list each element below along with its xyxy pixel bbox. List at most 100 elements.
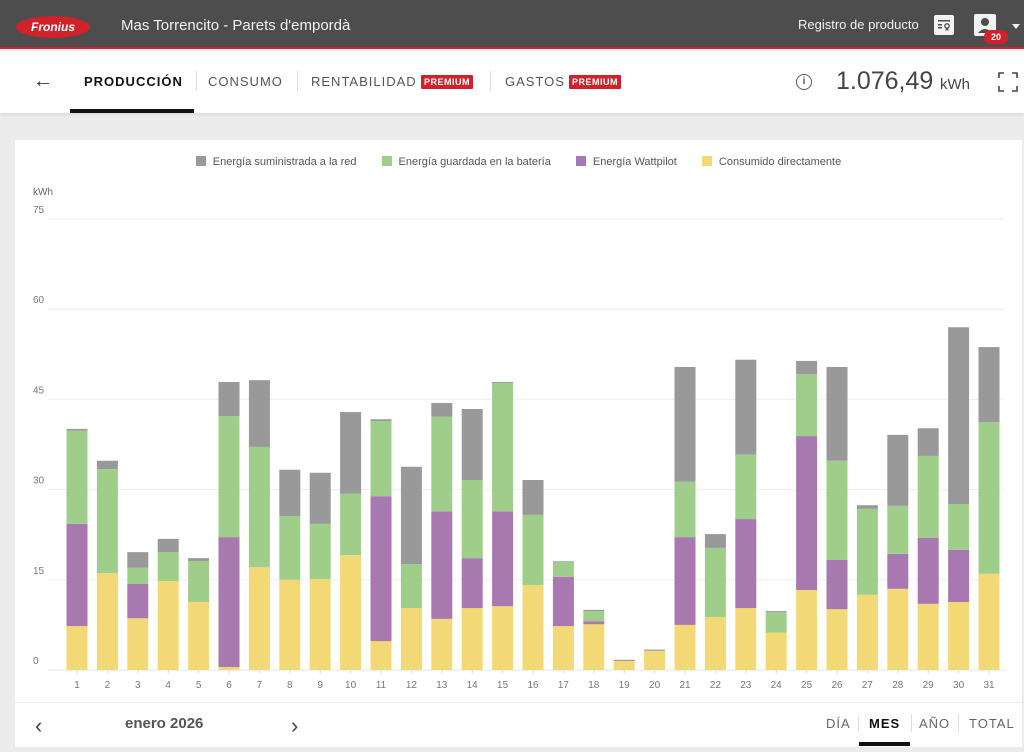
bar-segment[interactable] [552,561,574,577]
bar-segment[interactable] [127,567,149,585]
bar-segment[interactable] [552,561,574,562]
bar-segment[interactable] [218,381,240,417]
bar-segment[interactable] [340,555,362,670]
tab-produccion[interactable]: PRODUCCIÓN [84,74,183,89]
bar-segment[interactable] [461,558,483,609]
bar-segment[interactable] [735,454,757,520]
bar-segment[interactable] [796,590,818,670]
tab-rentabilidad[interactable]: RENTABILIDAD [311,74,417,89]
bar-segment[interactable] [370,496,392,642]
bar-segment[interactable] [948,504,970,550]
bar-segment[interactable] [796,374,818,437]
legend-item-battery[interactable]: Energía guardada en la batería [381,156,551,168]
bar-segment[interactable] [887,588,909,670]
site-title[interactable]: Mas Torrencito - Parets d'empordà [121,17,351,34]
bar-segment[interactable] [887,505,909,554]
bar-segment[interactable] [218,416,240,538]
bar-segment[interactable] [674,366,696,482]
bar-segment[interactable] [309,523,331,580]
bar-segment[interactable] [765,612,787,633]
bar-segment[interactable] [492,511,514,607]
bar-segment[interactable] [127,584,149,619]
bar-segment[interactable] [674,481,696,538]
bar-segment[interactable] [279,516,301,580]
legend-item-direct[interactable]: Consumido directamente [701,156,841,168]
bar-segment[interactable] [948,602,970,670]
bar-segment[interactable] [188,558,210,562]
bar-segment[interactable] [431,511,453,619]
bar-segment[interactable] [66,523,88,627]
bar-segment[interactable] [613,660,635,670]
bar-segment[interactable] [917,428,939,456]
legend-item-grid[interactable]: Energía suministrada a la red [195,156,356,168]
bar-segment[interactable] [461,608,483,670]
bar-segment[interactable] [948,549,970,603]
bar-segment[interactable] [796,436,818,591]
bar-segment[interactable] [431,403,453,417]
bar-segment[interactable] [188,561,210,603]
chevron-right-icon[interactable]: › [291,713,299,738]
bar-segment[interactable] [522,479,544,515]
period-tab-mes[interactable]: MES [869,716,901,731]
tab-consumo[interactable]: CONSUMO [208,74,283,89]
bar-segment[interactable] [431,416,453,512]
bar-segment[interactable] [735,519,757,609]
bar-segment[interactable] [978,347,1000,423]
bar-segment[interactable] [309,472,331,524]
bar-segment[interactable] [218,666,240,670]
bar-segment[interactable] [887,434,909,506]
bar-segment[interactable] [522,585,544,670]
bar-segment[interactable] [157,538,179,553]
bar-segment[interactable] [188,602,210,670]
bar-segment[interactable] [613,659,635,661]
bar-segment[interactable] [461,409,483,480]
bar-segment[interactable] [674,624,696,670]
bar-segment[interactable] [856,508,878,595]
bar-segment[interactable] [127,552,149,568]
bar-segment[interactable] [917,537,939,604]
info-icon[interactable]: i [796,74,812,90]
bar-segment[interactable] [583,624,605,670]
bar-segment[interactable] [704,547,726,618]
bar-segment[interactable] [492,381,514,384]
bar-segment[interactable] [765,611,787,613]
bar-segment[interactable] [279,579,301,670]
period-tab-ano[interactable]: AÑO [919,716,951,731]
bar-segment[interactable] [370,421,392,497]
tab-gastos[interactable]: GASTOS [505,74,565,89]
bar-segment[interactable] [309,579,331,670]
bar-segment[interactable] [370,419,392,422]
bar-segment[interactable] [96,573,118,670]
bar-segment[interactable] [704,617,726,670]
bar-segment[interactable] [704,534,726,548]
bar-segment[interactable] [826,609,848,670]
chevron-down-icon[interactable] [1012,24,1020,29]
bar-segment[interactable] [917,455,939,538]
bar-segment[interactable] [248,446,270,568]
bar-segment[interactable] [948,327,970,505]
bar-segment[interactable] [279,469,301,517]
bar-segment[interactable] [826,559,848,610]
bar-segment[interactable] [583,621,605,625]
chevron-left-icon[interactable]: ‹ [35,713,43,738]
bar-segment[interactable] [552,576,574,627]
bar-segment[interactable] [218,537,240,667]
bar-segment[interactable] [826,366,848,461]
fullscreen-icon[interactable] [998,72,1018,92]
legend-item-wattpilot[interactable]: Energía Wattpilot [575,156,677,168]
bar-segment[interactable] [917,603,939,670]
bar-segment[interactable] [826,460,848,560]
bar-segment[interactable] [157,581,179,670]
bar-segment[interactable] [583,609,605,612]
bar-segment[interactable] [248,567,270,670]
bar-segment[interactable] [856,505,878,509]
bar-segment[interactable] [66,430,88,524]
bar-segment[interactable] [248,380,270,447]
bar-segment[interactable] [735,359,757,455]
bar-segment[interactable] [735,608,757,670]
bar-segment[interactable] [66,428,88,431]
fronius-logo[interactable]: Fronius [16,16,90,38]
arrow-left-icon[interactable]: ← [33,70,53,92]
bar-segment[interactable] [644,649,666,651]
bar-segment[interactable] [340,412,362,494]
